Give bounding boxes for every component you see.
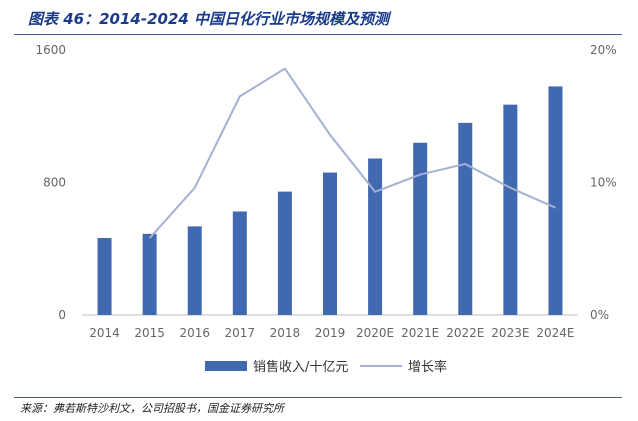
left-tick-0: 0 bbox=[58, 308, 66, 322]
bar-2021E bbox=[413, 142, 428, 315]
legend-line-label: 增长率 bbox=[408, 359, 447, 375]
x-tick-2014: 2014 bbox=[89, 326, 120, 340]
bar-series bbox=[97, 86, 563, 315]
right-tick-0%: 0% bbox=[590, 308, 609, 322]
legend: 销售收入/十亿元 增长率 bbox=[205, 359, 447, 375]
x-tick-2024E: 2024E bbox=[536, 326, 574, 340]
bar-2019 bbox=[323, 172, 337, 315]
chart-title: 图表 46：2014-2024 中国日化行业市场规模及预测 bbox=[28, 10, 390, 28]
left-tick-800: 800 bbox=[43, 176, 66, 190]
x-tick-2016: 2016 bbox=[179, 326, 210, 340]
bar-2015 bbox=[142, 233, 157, 315]
top-rule bbox=[14, 34, 622, 35]
x-tick-2019: 2019 bbox=[315, 326, 346, 340]
bar-2022E bbox=[458, 122, 473, 315]
bar-2020E bbox=[368, 158, 383, 315]
x-tick-2022E: 2022E bbox=[446, 326, 484, 340]
right-tick-20%: 20% bbox=[590, 43, 617, 57]
legend-bar-swatch bbox=[205, 361, 247, 371]
bar-2018 bbox=[277, 191, 292, 315]
x-tick-2018: 2018 bbox=[270, 326, 301, 340]
x-tick-2023E: 2023E bbox=[491, 326, 529, 340]
x-tick-2015: 2015 bbox=[134, 326, 165, 340]
left-tick-1600: 1600 bbox=[35, 43, 66, 57]
right-tick-10%: 10% bbox=[590, 176, 617, 190]
x-tick-2017: 2017 bbox=[225, 326, 256, 340]
line-series bbox=[148, 67, 556, 239]
x-tick-2020E: 2020E bbox=[356, 326, 394, 340]
bar-2014 bbox=[97, 237, 112, 315]
chart-canvas: 2014 2015 2016 2017 2018 2019 2020E 2021E 2022E 2… bbox=[35, 43, 617, 375]
growth-rate-line bbox=[148, 67, 556, 239]
bar-2017 bbox=[232, 211, 247, 315]
bar-2024E bbox=[548, 86, 563, 315]
left-tick-labels: 0 800 1600 bbox=[35, 43, 66, 322]
bar-2023E bbox=[503, 104, 518, 315]
bar-2016 bbox=[187, 226, 202, 315]
bottom-rule bbox=[14, 397, 622, 398]
x-tick-2021E: 2021E bbox=[401, 326, 439, 340]
legend-bar-label: 销售收入/十亿元 bbox=[253, 359, 348, 375]
source-note: 来源：弗若斯特沙利文，公司招股书，国金证券研究所 bbox=[20, 402, 284, 415]
right-tick-labels: 0% 10% 20% bbox=[590, 43, 617, 322]
x-tick-labels: 2014 2015 2016 2017 2018 2019 2020E 2021E 2022E 2… bbox=[89, 326, 574, 340]
